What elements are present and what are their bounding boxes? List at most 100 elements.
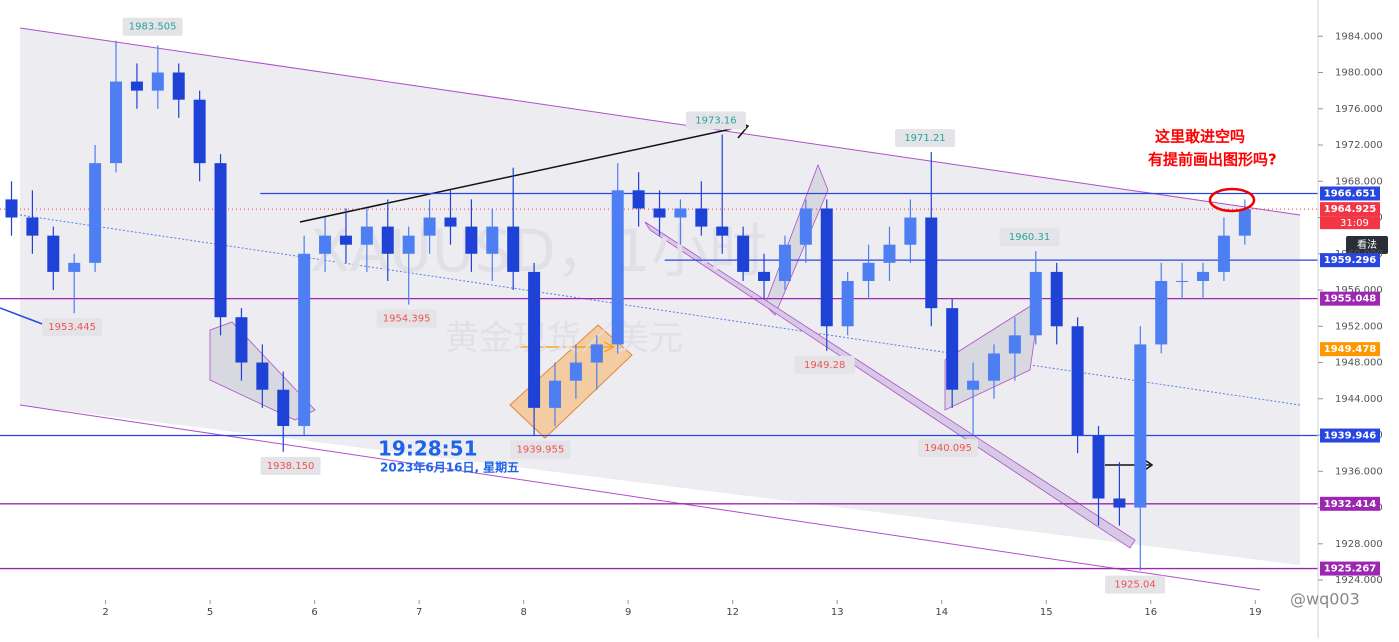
point-label: 1960.31 xyxy=(1009,232,1050,243)
candle-body xyxy=(1155,280,1168,345)
candle-body xyxy=(444,217,457,227)
candle-body xyxy=(737,235,750,272)
price-tag: 1955.048 xyxy=(1324,294,1377,305)
candle-body xyxy=(235,317,248,363)
candle-body xyxy=(904,217,917,245)
point-label: 1940.095 xyxy=(924,443,972,454)
candle-body xyxy=(946,308,959,390)
price-tag-bg xyxy=(1320,253,1380,268)
candle-body xyxy=(89,163,102,263)
candle-body xyxy=(298,253,311,426)
candle-body xyxy=(486,226,499,254)
candle-body xyxy=(26,217,39,236)
price-tag-bg xyxy=(1320,291,1380,306)
candle-body xyxy=(1029,271,1042,336)
price-tag-bg xyxy=(1320,342,1380,357)
price-tag: 1932.414 xyxy=(1324,499,1377,510)
candle-body xyxy=(925,217,938,309)
price-tag-bg xyxy=(1320,186,1380,201)
y-tick-label: 1956.000 xyxy=(1335,285,1383,296)
y-tick-label: 1936.000 xyxy=(1335,466,1383,477)
price-tag: 1964.925 xyxy=(1324,204,1377,215)
point-label-bg xyxy=(1105,575,1166,594)
candle-body xyxy=(674,208,687,218)
candle-body xyxy=(1197,271,1210,281)
candle-body xyxy=(653,208,666,218)
price-tag: 1966.651 xyxy=(1324,188,1377,199)
price-tag-bg xyxy=(1320,428,1380,443)
trend-line xyxy=(299,125,746,223)
point-label: 1954.395 xyxy=(383,314,431,325)
candle-body xyxy=(695,208,708,227)
point-label-bg xyxy=(260,456,321,475)
point-label: 1953.445 xyxy=(48,322,96,333)
date: 2023年6月16日, 星期五 xyxy=(380,460,519,475)
y-tick-label: 1948.000 xyxy=(1335,358,1383,369)
price-tag-bg xyxy=(1320,496,1380,511)
watermark-sub: 黄金现货／美元 xyxy=(445,319,683,359)
channel-fill xyxy=(20,28,1300,565)
y-tick-label: 1972.000 xyxy=(1335,140,1383,151)
note: 有提前画出图形吗? xyxy=(1148,151,1277,169)
candle-body xyxy=(1238,209,1251,236)
x-tick-label: 12 xyxy=(726,607,739,618)
point-label-bg xyxy=(895,129,956,148)
candle-body xyxy=(820,208,833,327)
x-tick-label: 6 xyxy=(311,607,317,618)
axis-bg xyxy=(1318,0,1399,638)
candle-body xyxy=(611,190,624,345)
candle-body xyxy=(402,235,415,254)
point-label: 1971.21 xyxy=(904,133,945,144)
channel-top xyxy=(19,27,1301,216)
candle-body xyxy=(465,226,478,254)
author: @wq003 xyxy=(1290,590,1360,609)
candle-body xyxy=(883,244,896,263)
candle-body xyxy=(1134,344,1147,508)
candle-body xyxy=(68,262,81,272)
x-tick-label: 9 xyxy=(625,607,631,618)
point-label-bg xyxy=(376,309,437,328)
candle-body xyxy=(256,362,269,390)
candle-body xyxy=(549,380,562,408)
y-tick-label: 1976.000 xyxy=(1335,104,1383,115)
point-label-bg xyxy=(42,318,103,337)
candle-body xyxy=(47,235,60,272)
x-tick-label: 14 xyxy=(935,607,948,618)
candle-body xyxy=(1176,280,1189,282)
candle-body xyxy=(5,199,18,218)
x-tick-label: 19 xyxy=(1249,607,1262,618)
point-label-bg xyxy=(510,440,571,459)
candle-body xyxy=(569,362,582,381)
price-tag-bg xyxy=(1320,202,1380,217)
candle-body xyxy=(632,190,645,209)
candle-body xyxy=(423,217,436,236)
button[interactable] xyxy=(1346,236,1388,254)
candle-body xyxy=(778,244,791,281)
candle-body xyxy=(1008,335,1021,354)
x-tick-label: 8 xyxy=(520,607,526,618)
x-tick-label: 13 xyxy=(831,607,844,618)
button-label[interactable]: 看法 xyxy=(1357,238,1377,251)
candle-body xyxy=(528,271,541,408)
point-label: 1938.150 xyxy=(267,461,315,472)
note: 这里敢进空吗 xyxy=(1155,128,1245,146)
candle-body xyxy=(339,235,352,245)
candle-body xyxy=(1071,326,1084,436)
down-band xyxy=(644,221,1136,549)
candle-body xyxy=(758,271,771,281)
x-tick-label: 7 xyxy=(416,607,422,618)
price-tag-bg xyxy=(1320,561,1380,576)
point-label: 1949.28 xyxy=(804,360,845,371)
point-label: 1925.04 xyxy=(1114,580,1155,591)
countdown: 31:09 xyxy=(1340,218,1369,229)
price-tag: 1959.296 xyxy=(1324,255,1377,266)
point-label-bg xyxy=(999,227,1060,246)
y-tick-label: 1928.000 xyxy=(1335,539,1383,550)
trend-line xyxy=(0,307,46,326)
candle-body xyxy=(507,226,520,272)
candle-body xyxy=(360,226,373,245)
y-tick-label: 1924.000 xyxy=(1335,575,1383,586)
candle-body xyxy=(110,81,123,164)
candle-body xyxy=(967,380,980,390)
price-tag: 1939.946 xyxy=(1324,431,1377,442)
